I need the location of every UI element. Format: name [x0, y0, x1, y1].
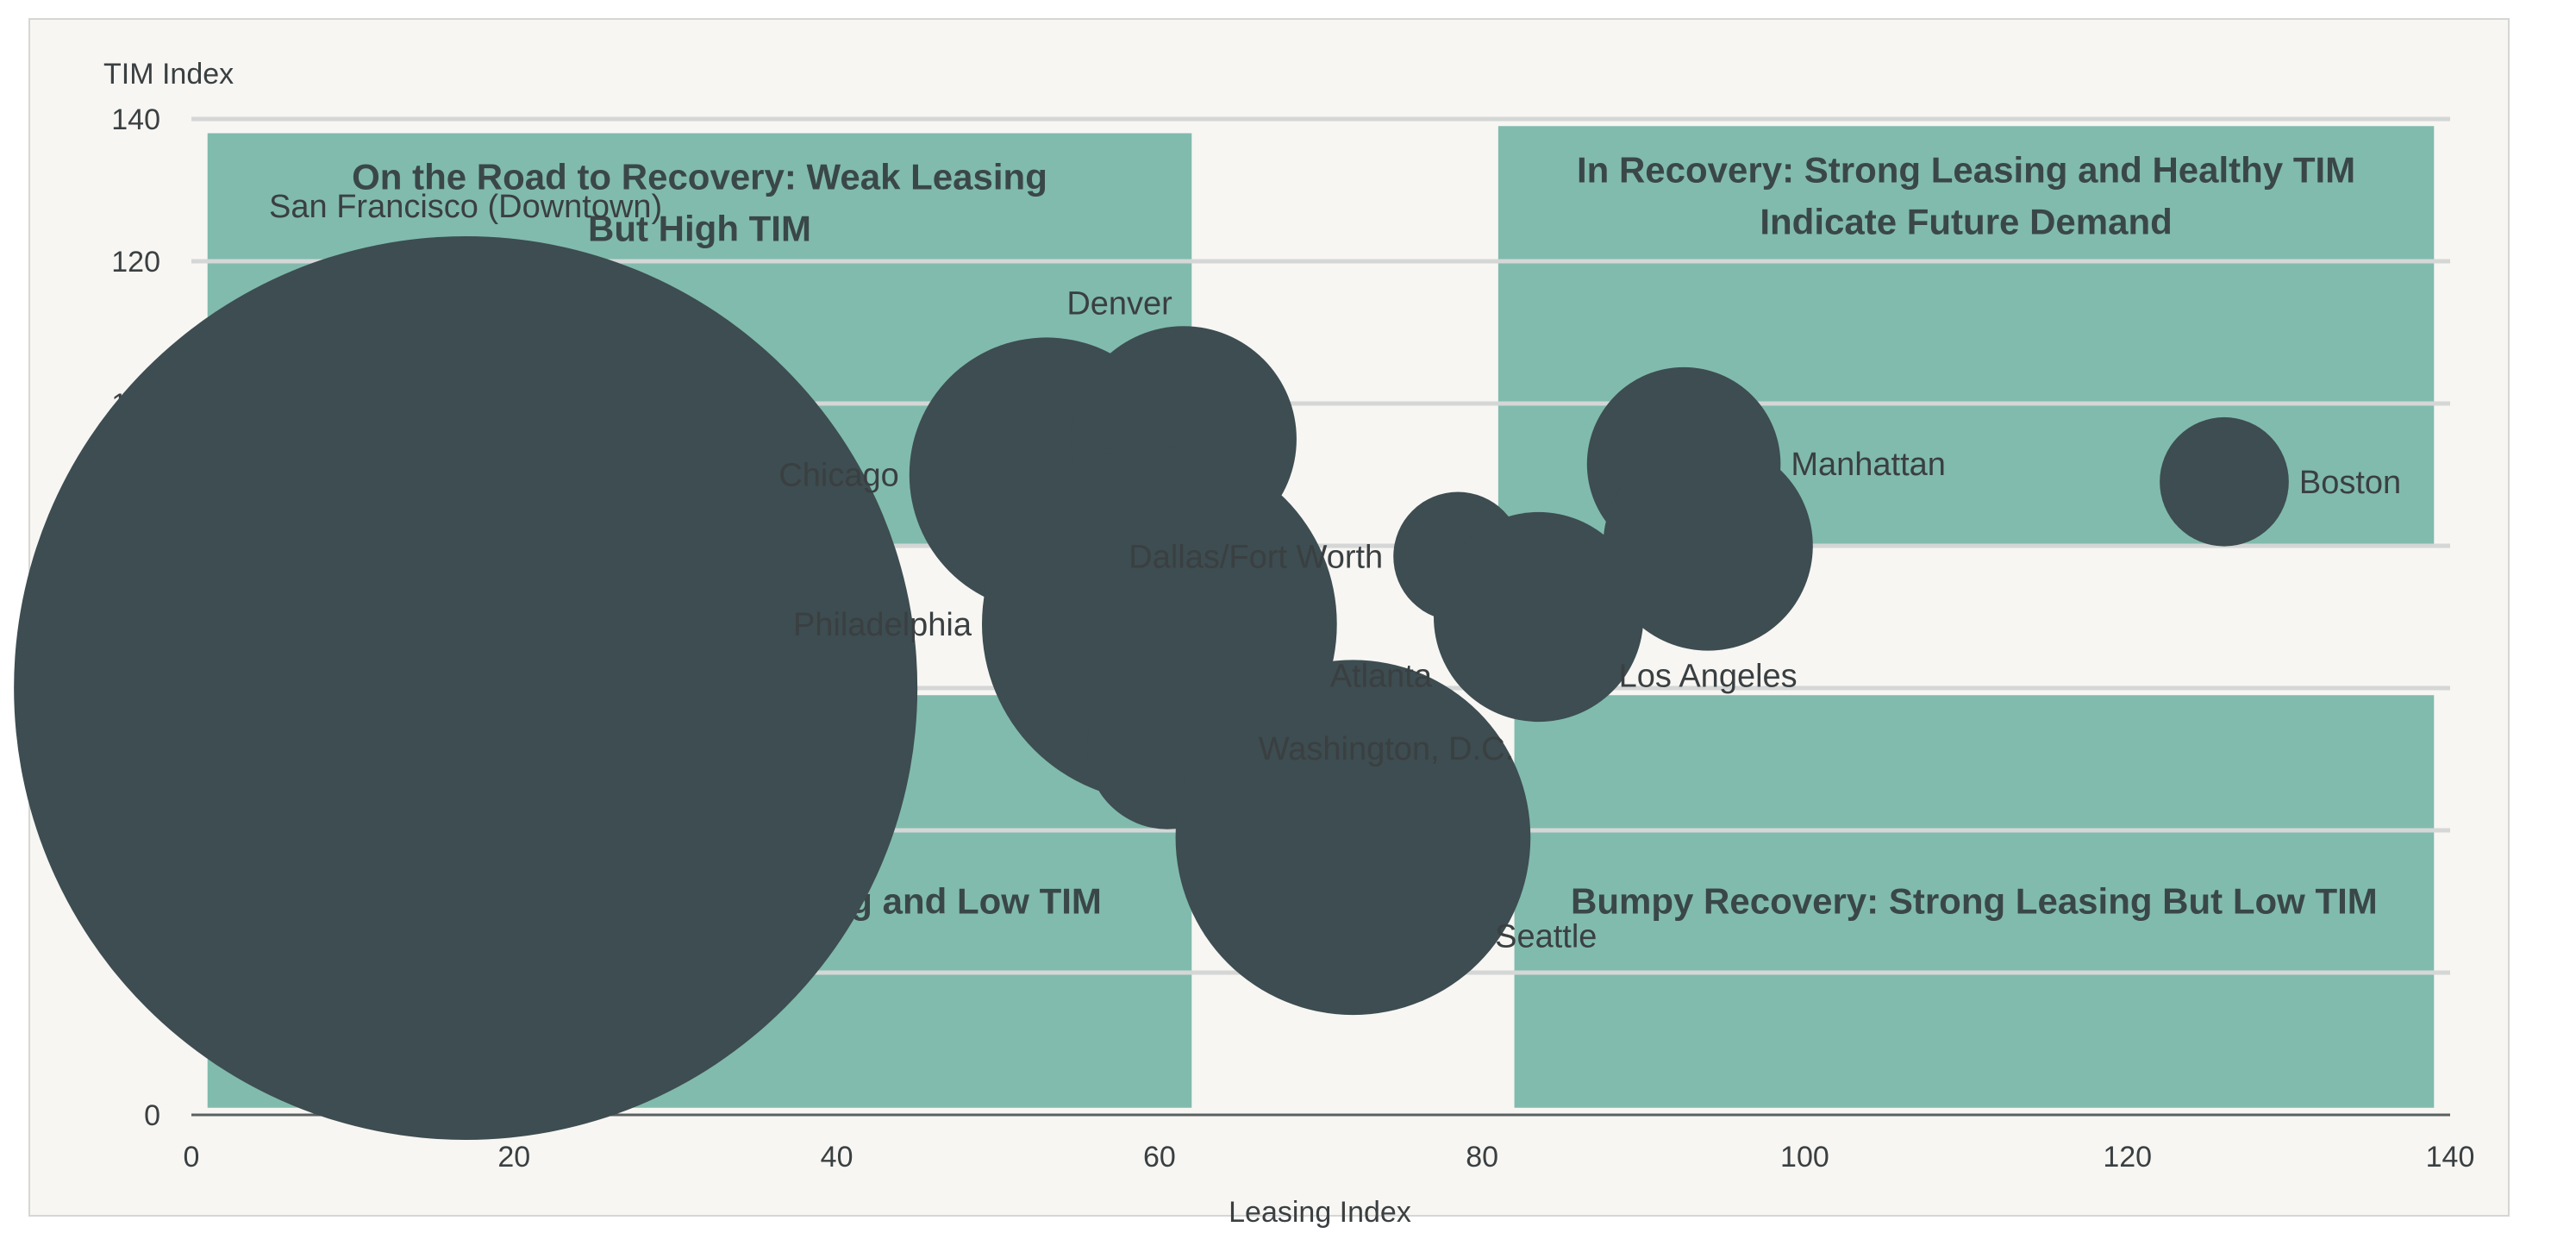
bubble-boston: [2160, 416, 2289, 547]
bubble-label-denver: Denver: [1066, 285, 1172, 322]
x-tick-label: 140: [2426, 1141, 2475, 1174]
y-axis-title: TIM Index: [103, 58, 234, 91]
bubble-label-washington-d-c: Washington, D.C.: [1259, 731, 1514, 767]
quadrant-label-top-right: Indicate Future Demand: [1760, 201, 2172, 241]
quadrant-label-bottom-right: Bumpy Recovery: Strong Leasing But Low T…: [1571, 881, 2378, 922]
bubble-atlanta: [1434, 511, 1644, 723]
label-layer: San Francisco (Downtown) Chicago Denver Phi…: [269, 189, 2401, 954]
x-axis-title: Leasing Index: [1229, 1196, 1411, 1229]
bubble-label-atlanta: Atlanta: [1330, 658, 1433, 694]
quadrant-label-top-left: On the Road to Recovery: Weak Leasing: [352, 157, 1047, 197]
bubble-label-boston: Boston: [2299, 465, 2401, 501]
x-tick-label: 120: [2103, 1141, 2152, 1174]
y-tick-label: 120: [111, 246, 160, 279]
quadrant-bottom-right: [1514, 695, 2435, 1108]
bubble-seattle: [1175, 660, 1531, 1016]
bubble-label-chicago: Chicago: [778, 458, 898, 494]
x-tick-label: 0: [184, 1141, 200, 1174]
bubble-layer: [14, 236, 2289, 1140]
quadrant-label-top-right: In Recovery: Strong Leasing and Healthy …: [1577, 149, 2355, 190]
bubble-label-manhattan: Manhattan: [1791, 447, 1946, 483]
bubble-los-angeles: [1603, 441, 1813, 651]
bubble-label-philadelphia: Philadelphia: [793, 607, 972, 643]
y-tick-label: 140: [111, 103, 160, 136]
bubble-label-san-francisco-downtown: San Francisco (Downtown): [269, 189, 662, 225]
bubble-label-seattle: Seattle: [1495, 918, 1597, 954]
bubble-san-francisco-downtown: [14, 236, 918, 1140]
bubble-label-dallas-fort-worth: Dallas/Fort Worth: [1129, 539, 1383, 575]
x-tick-label: 20: [497, 1141, 530, 1174]
x-tick-label: 80: [1466, 1141, 1498, 1174]
x-tick-label: 60: [1143, 1141, 1176, 1174]
x-tick-label: 100: [1780, 1141, 1829, 1174]
x-tick-label: 40: [821, 1141, 853, 1174]
bubble-label-los-angeles: Los Angeles: [1619, 659, 1798, 695]
quadrant-label-top-left: But High TIM: [588, 209, 811, 249]
y-tick-label: 0: [144, 1099, 160, 1132]
